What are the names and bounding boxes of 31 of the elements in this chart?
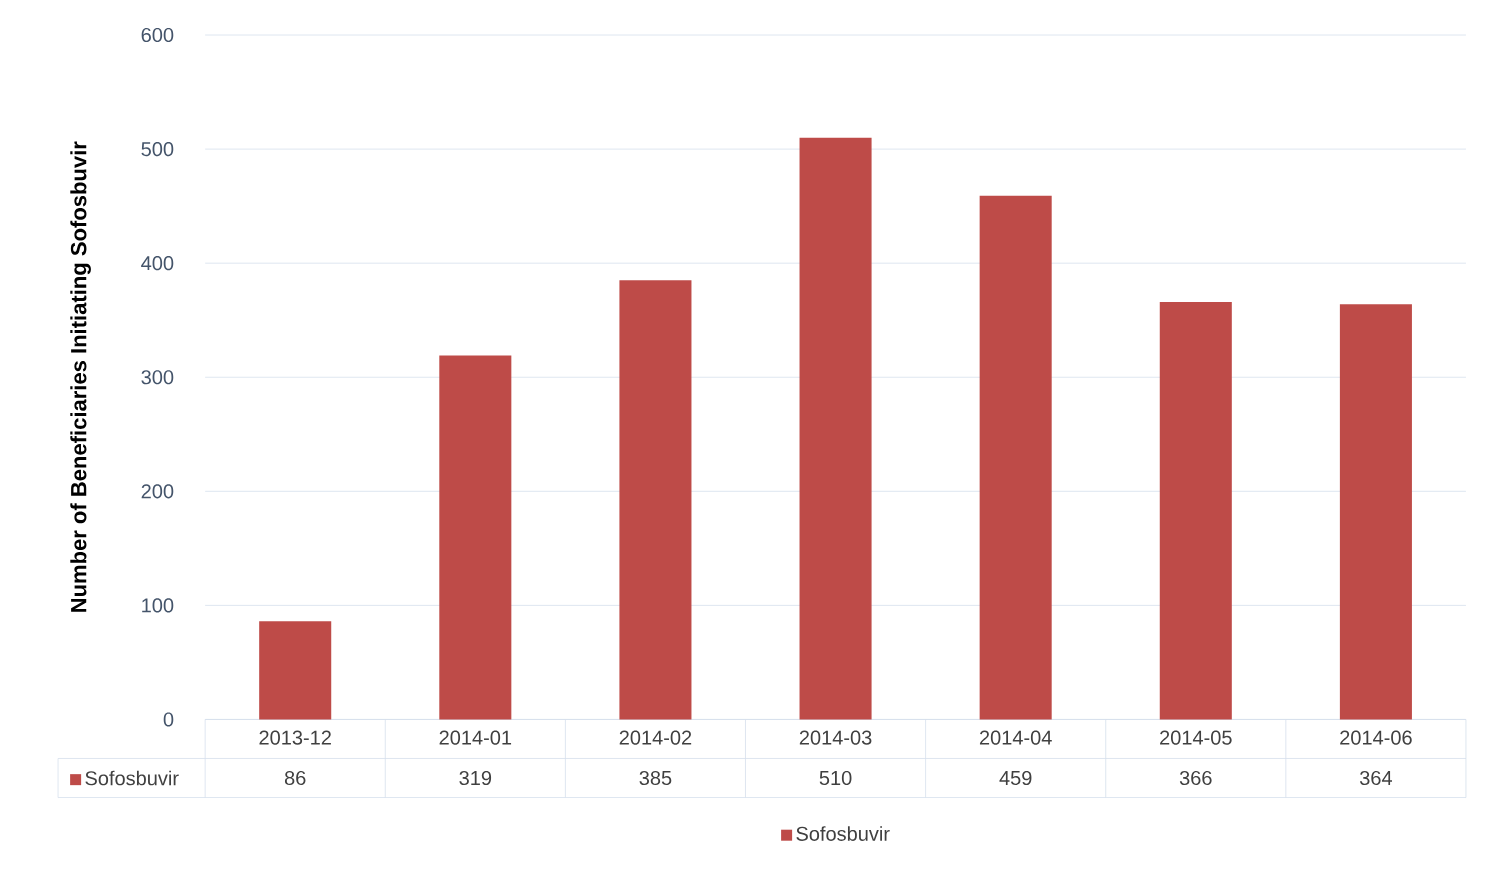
x-tick-label: 2014-05 (1160, 730, 1232, 745)
y-tick-label: 300 (141, 370, 174, 385)
bar (1339, 304, 1412, 720)
bar (799, 137, 872, 720)
y-tick-label: 100 (142, 598, 174, 613)
y-tick-label: 0 (163, 712, 174, 727)
data-label: 385 (639, 771, 672, 786)
y-tick-label: 400 (141, 256, 174, 271)
legend-label: Sofosbuvir (85, 770, 179, 786)
x-tick-label: 2014-03 (799, 730, 872, 745)
bar (619, 280, 692, 720)
x-tick-label: 2014-06 (1340, 730, 1412, 745)
bar (1159, 302, 1232, 720)
data-label: 86 (284, 771, 306, 786)
y-axis-title: Number of Beneficiaries Initiating Sofosbuvir (70, 141, 91, 613)
x-tick-label: 2014-01 (439, 730, 512, 745)
data-label: 459 (999, 771, 1032, 786)
text: Sofosbuvir (796, 826, 890, 842)
data-label: 364 (1359, 771, 1393, 786)
bar (439, 355, 512, 720)
y-tick-label: 200 (141, 484, 174, 499)
y-tick-label: 600 (141, 28, 174, 43)
data-label: 366 (1179, 771, 1212, 786)
bar (979, 196, 1052, 720)
bar (259, 621, 332, 720)
y-tick-label: 500 (141, 142, 174, 157)
x-tick-label: 2013-12 (259, 730, 331, 745)
data-label: 319 (459, 771, 492, 786)
x-tick-label: 2014-02 (619, 730, 692, 745)
x-tick-label: 2014-04 (979, 730, 1052, 745)
data-label: 510 (819, 771, 852, 786)
